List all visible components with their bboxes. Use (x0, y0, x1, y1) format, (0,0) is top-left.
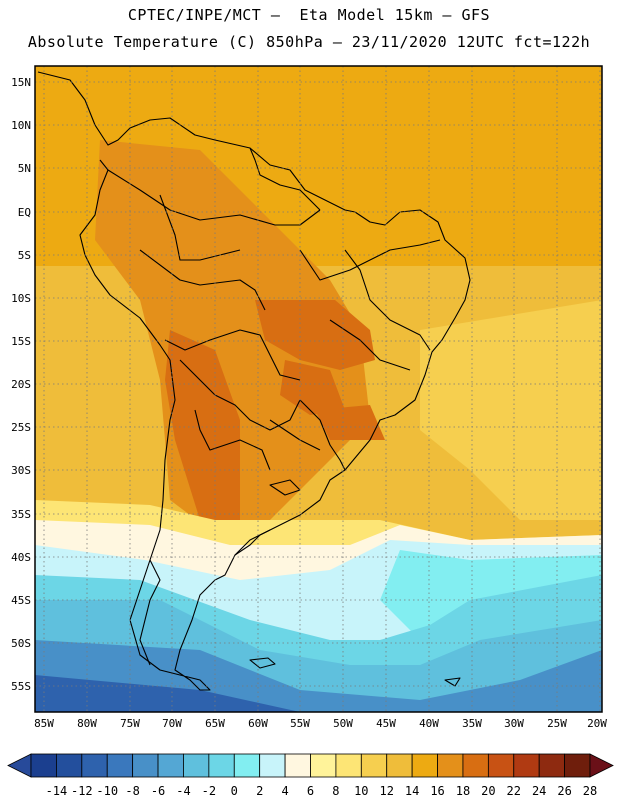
colorbar-box (310, 753, 337, 778)
lon-label: 75W (120, 717, 140, 730)
coastlines-and-borders (37, 71, 471, 691)
lat-label: 55S (11, 680, 31, 693)
colorbar-box (132, 753, 159, 778)
colorbar-tick-label: -12 (71, 784, 93, 798)
temperature-map: 15N 10N 5N EQ 5S 10S 15S 20S 25S 30S 35S… (11, 65, 607, 730)
colorbar-box (360, 753, 388, 778)
lat-label: 20S (11, 378, 31, 391)
colorbar-box (487, 753, 515, 778)
colorbar-tick-label: 18 (456, 784, 470, 798)
lat-label: 50S (11, 637, 31, 650)
colorbar-tick-label: 28 (583, 784, 597, 798)
lon-label: 85W (34, 717, 54, 730)
colorbar-tick-label: -14 (46, 784, 68, 798)
colorbar-tick-label: 22 (507, 784, 521, 798)
colorbar-tick-label: 0 (231, 784, 238, 798)
lat-label: 15N (11, 76, 31, 89)
lon-label: 40W (419, 717, 439, 730)
colorbar-tick-label: 26 (557, 784, 571, 798)
colorbar-tick-label: 16 (430, 784, 444, 798)
colorbar-box (437, 753, 464, 778)
lat-label: 35S (11, 508, 31, 521)
colorbar-tick-label: -10 (96, 784, 118, 798)
lon-label: 45W (376, 717, 396, 730)
colorbar-tick-label: -8 (125, 784, 139, 798)
colorbar-box (284, 753, 311, 778)
colorbar-box (259, 753, 286, 778)
colorbar-box (386, 753, 413, 778)
lat-label: 30S (11, 464, 31, 477)
temperature-field (35, 66, 602, 712)
chart-title-line1: CPTEC/INPE/MCT – Eta Model 15km – GFS (127, 6, 491, 24)
colorbar-box (462, 753, 489, 778)
colorbar-tick-label: 12 (380, 784, 394, 798)
graticule (35, 66, 602, 712)
colorbar-box (233, 753, 261, 778)
colorbar-tick-label: 8 (332, 784, 339, 798)
lon-label: 70W (162, 717, 182, 730)
lat-label: 25S (11, 421, 31, 434)
colorbar-tick-label: 2 (256, 784, 263, 798)
colorbar-tick-label: 6 (307, 784, 314, 798)
lon-label: 20W (587, 717, 607, 730)
colorbar-box (157, 753, 184, 778)
lon-label: 25W (547, 717, 567, 730)
lat-label: 45S (11, 594, 31, 607)
lon-label: 60W (248, 717, 268, 730)
colorbar-box (183, 753, 210, 778)
lon-label: 30W (504, 717, 524, 730)
colorbar-box (56, 753, 83, 778)
colorbar-box (538, 753, 565, 778)
colorbar-box (81, 753, 108, 778)
chart-title-line2: Absolute Temperature (C) 850hPa – 23/11/… (27, 33, 591, 51)
lat-label: 40S (11, 551, 31, 564)
colorbar-box (30, 753, 57, 778)
colorbar-box (208, 753, 235, 778)
lat-label: 10S (11, 292, 31, 305)
colorbar-tick-label: 4 (281, 784, 288, 798)
colorbar-tick-label: -4 (176, 784, 190, 798)
colorbar-tick-label: 14 (405, 784, 419, 798)
colorbar-tick-label: -2 (202, 784, 216, 798)
lat-label: EQ (18, 206, 31, 219)
lat-label: 15S (11, 335, 31, 348)
colorbar: -14 -12 -10 -8 -6 -4 -2 0 2 4 6 8 10 12 14 16 18 20 22 24 26… (7, 753, 614, 798)
colorbar-box (513, 753, 540, 778)
lon-label: 35W (462, 717, 482, 730)
lat-label: 5N (18, 162, 31, 175)
colorbar-boxes (7, 753, 614, 778)
lon-label: 55W (290, 717, 310, 730)
lat-label: 5S (18, 249, 31, 262)
colorbar-over-arrow (589, 753, 614, 778)
longitude-labels: 85W 80W 75W 70W 65W 60W 55W 50W 45W 40W … (34, 717, 607, 730)
colorbar-tick-label: 24 (532, 784, 546, 798)
plot-frame (34, 65, 603, 713)
colorbar-tick-label: 20 (481, 784, 495, 798)
lon-label: 65W (205, 717, 225, 730)
colorbar-box (335, 753, 362, 778)
colorbar-under-arrow (7, 753, 32, 778)
colorbar-tick-label: 10 (354, 784, 368, 798)
colorbar-box (411, 753, 438, 778)
colorbar-box (106, 753, 134, 778)
lat-label: 10N (11, 119, 31, 132)
lon-label: 50W (333, 717, 353, 730)
colorbar-tick-labels: -14 -12 -10 -8 -6 -4 -2 0 2 4 6 8 10 12 14 16 18 20 22 24 26… (46, 784, 598, 798)
colorbar-box (564, 753, 591, 778)
colorbar-tick-label: -6 (151, 784, 165, 798)
lon-label: 80W (77, 717, 97, 730)
latitude-labels: 15N 10N 5N EQ 5S 10S 15S 20S 25S 30S 35S… (11, 76, 31, 693)
